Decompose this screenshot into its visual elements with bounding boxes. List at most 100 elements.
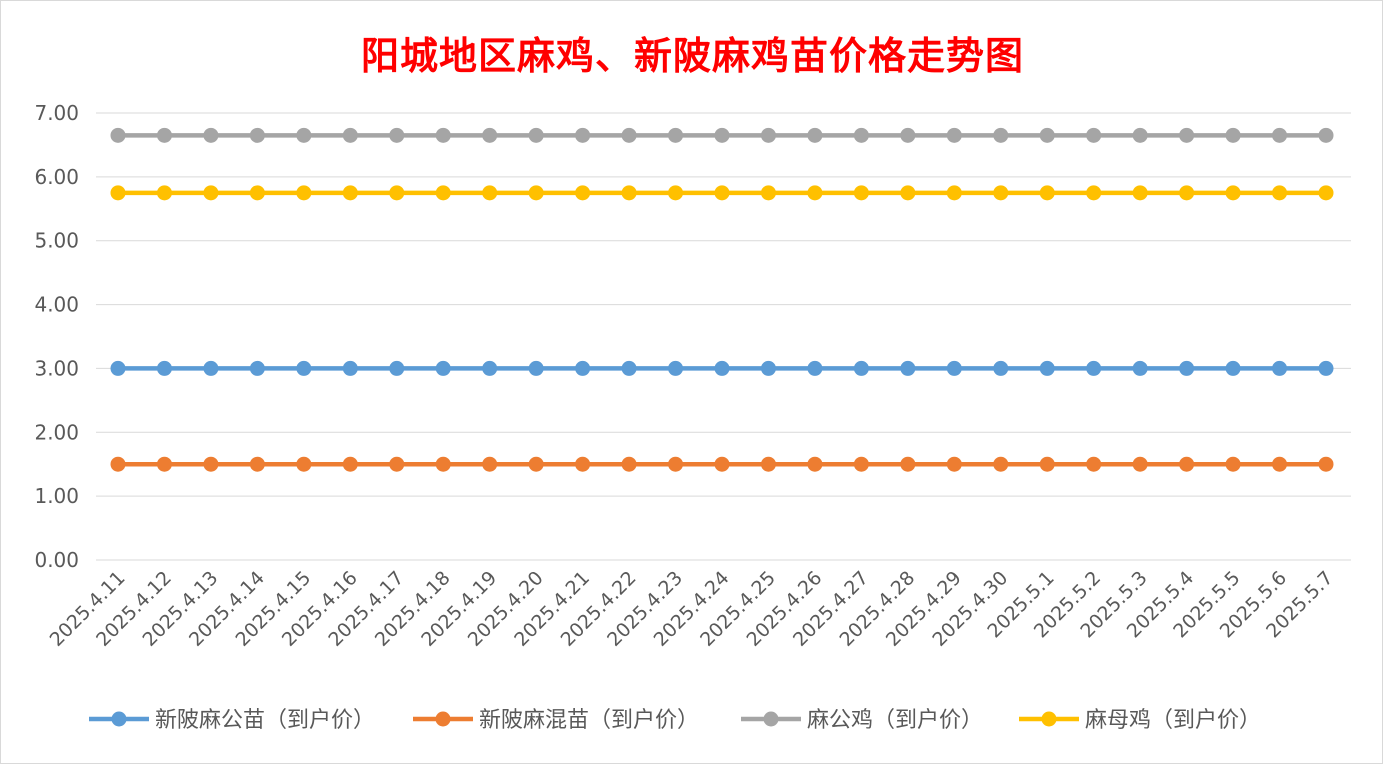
y-tick-label: 2.00 (34, 420, 79, 444)
data-point (435, 360, 451, 376)
data-point (714, 127, 730, 143)
data-point (342, 185, 358, 201)
legend-swatch-marker (111, 711, 127, 727)
data-point (249, 456, 265, 472)
data-point (668, 127, 684, 143)
data-point (946, 456, 962, 472)
data-point (853, 185, 869, 201)
data-point (1272, 127, 1288, 143)
data-point (993, 185, 1009, 201)
data-point (482, 127, 498, 143)
data-point (296, 456, 312, 472)
data-point (621, 360, 637, 376)
data-point (203, 360, 219, 376)
data-point (1179, 185, 1195, 201)
data-point (853, 360, 869, 376)
data-point (575, 127, 591, 143)
data-point (1132, 127, 1148, 143)
data-point (389, 360, 405, 376)
data-point (156, 127, 172, 143)
y-tick-label: 0.00 (34, 548, 79, 572)
data-point (342, 360, 358, 376)
legend-label: 麻公鸡（到户价） (807, 708, 983, 733)
data-point (342, 456, 358, 472)
data-point (1225, 456, 1241, 472)
legend-item[interactable]: 新陂麻公苗（到户价） (89, 708, 375, 733)
data-point (435, 127, 451, 143)
data-point (249, 127, 265, 143)
data-point (621, 127, 637, 143)
data-point (1225, 360, 1241, 376)
legend-item[interactable]: 新陂麻混苗（到户价） (413, 708, 699, 733)
data-point (946, 127, 962, 143)
data-point (203, 185, 219, 201)
chart-title: 阳城地区麻鸡、新陂麻鸡苗价格走势图 (360, 33, 1024, 78)
data-point (482, 185, 498, 201)
data-point (1318, 185, 1334, 201)
data-point (760, 456, 776, 472)
x-axis-ticks: 2025.4.112025.4.122025.4.132025.4.142025… (46, 567, 1338, 651)
data-point (900, 185, 916, 201)
data-point (1086, 456, 1102, 472)
y-tick-label: 1.00 (34, 484, 79, 508)
data-point (1132, 456, 1148, 472)
data-point (1272, 360, 1288, 376)
data-point (807, 185, 823, 201)
data-point (156, 185, 172, 201)
data-point (807, 127, 823, 143)
data-point (528, 456, 544, 472)
legend-item[interactable]: 麻母鸡（到户价） (1019, 708, 1261, 733)
data-point (668, 185, 684, 201)
gridlines (96, 112, 1351, 561)
data-point (1132, 185, 1148, 201)
data-point (482, 456, 498, 472)
data-point (946, 185, 962, 201)
y-axis-ticks: 0.00 1.00 2.00 3.00 4.00 5.00 6.00 7.00 (34, 101, 79, 572)
data-point (110, 185, 126, 201)
data-point (807, 456, 823, 472)
data-point (621, 185, 637, 201)
data-point (249, 185, 265, 201)
data-point (296, 185, 312, 201)
data-point (993, 456, 1009, 472)
data-point (1179, 127, 1195, 143)
legend[interactable]: 新陂麻公苗（到户价） 新陂麻混苗（到户价） 麻公鸡（到户价） 麻母鸡（到户价） (89, 708, 1261, 733)
data-point (1225, 185, 1241, 201)
data-point (621, 456, 637, 472)
data-point (389, 127, 405, 143)
y-tick-label: 7.00 (34, 101, 79, 125)
data-point (993, 360, 1009, 376)
data-point (1039, 185, 1055, 201)
legend-label: 新陂麻公苗（到户价） (155, 708, 375, 733)
data-point (714, 185, 730, 201)
data-point (1086, 127, 1102, 143)
data-point (1272, 456, 1288, 472)
y-tick-label: 3.00 (34, 356, 79, 380)
series (110, 127, 1334, 143)
data-point (1225, 127, 1241, 143)
legend-item[interactable]: 麻公鸡（到户价） (741, 708, 983, 733)
data-point (1272, 185, 1288, 201)
data-point (1086, 185, 1102, 201)
data-point (1318, 127, 1334, 143)
data-point (203, 456, 219, 472)
data-point (575, 360, 591, 376)
data-point (760, 185, 776, 201)
data-point (1318, 360, 1334, 376)
data-point (853, 127, 869, 143)
data-point (946, 360, 962, 376)
legend-swatch-marker (435, 711, 451, 727)
data-point (528, 127, 544, 143)
data-point (668, 456, 684, 472)
data-point (900, 456, 916, 472)
data-point (1179, 360, 1195, 376)
series-lines (110, 127, 1334, 472)
y-tick-label: 4.00 (34, 293, 79, 317)
data-point (528, 360, 544, 376)
data-point (482, 360, 498, 376)
data-point (110, 360, 126, 376)
data-point (714, 360, 730, 376)
data-point (668, 360, 684, 376)
series (110, 185, 1334, 201)
